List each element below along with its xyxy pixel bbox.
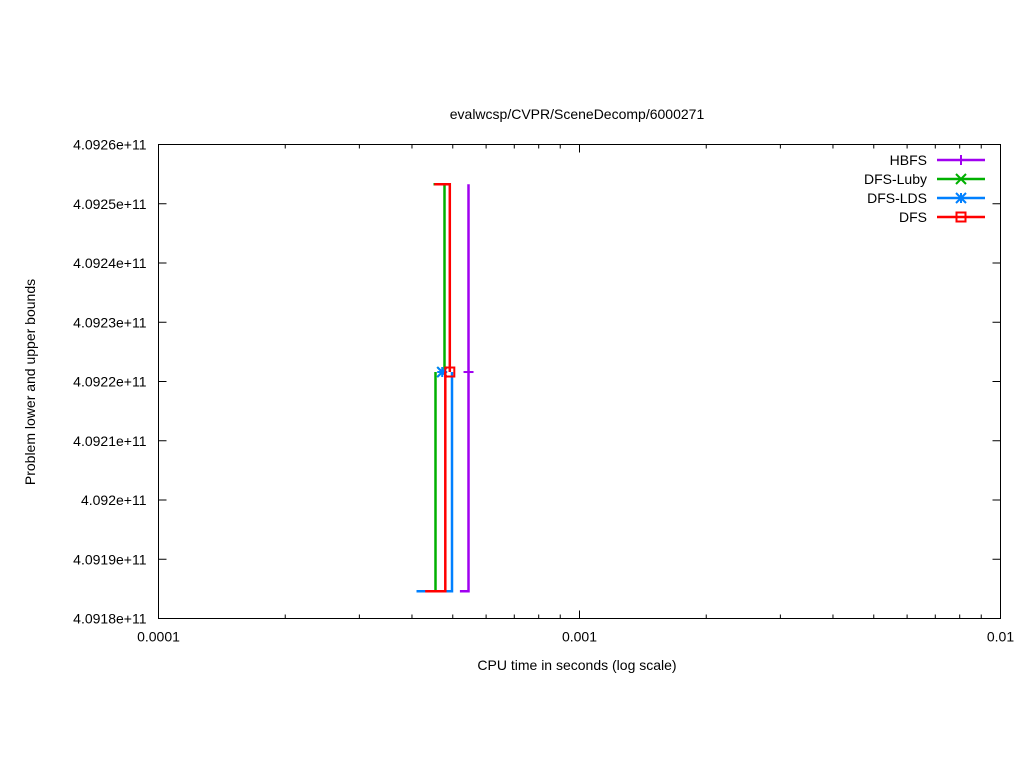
x-axis-label: CPU time in seconds (log scale) [477,657,676,673]
y-tick-label: 4.0923e+11 [73,314,147,330]
y-tick-label: 4.092e+11 [81,492,147,508]
data-point-marker [463,367,474,378]
legend: HBFS DFS-Luby DFS-LDS DFS [864,152,985,225]
legend-marker [956,155,966,165]
series-layer [416,182,474,593]
lower-bound-line [416,372,437,593]
legend-marker [955,173,967,185]
x-tick-label: 0.0001 [137,629,180,645]
legend-label: HBFS [890,152,927,168]
y-tick-label: 4.0924e+11 [73,255,147,271]
legend-marker-stroke [955,211,967,223]
legend-label: DFS [899,209,927,225]
legend-marker [955,211,967,223]
axis-ticks: 4.0918e+11 4.0919e+11 4.092e+11 4.0921e+11 4… [73,137,1014,645]
legend-marker-stroke [955,173,967,185]
data-point-marker-stroke [444,366,456,378]
legend-item: DFS-LDS [867,190,985,206]
legend-item: DFS-Luby [864,171,985,187]
y-tick-label: 4.0925e+11 [73,196,147,212]
series-dfs-luby [416,182,448,593]
chart-title: evalwcsp/CVPR/SceneDecomp/6000271 [450,106,705,122]
y-tick-label: 4.0919e+11 [73,551,147,567]
y-tick-label: 4.0918e+11 [73,611,147,627]
legend-label: DFS-LDS [867,190,927,206]
plot-frame [158,144,1001,619]
legend-marker [955,192,967,204]
series-dfs [425,182,456,593]
lower-bound-line [425,372,447,593]
upper-bound-line [434,182,452,372]
y-tick-label: 4.0926e+11 [73,137,147,153]
data-point-marker [444,366,456,378]
legend-label: DFS-Luby [864,171,927,187]
legend-item: DFS [899,209,985,225]
y-tick-label: 4.0922e+11 [73,374,147,390]
legend-item: HBFS [890,152,985,168]
y-axis-label: Problem lower and upper bounds [22,279,38,485]
upper-bound-line [433,182,446,372]
series-hbfs [459,184,474,593]
y-tick-label: 4.0921e+11 [73,433,147,449]
lower-bound-line [459,372,470,593]
x-tick-label: 0.01 [987,629,1014,645]
x-tick-label: 0.001 [562,629,597,645]
